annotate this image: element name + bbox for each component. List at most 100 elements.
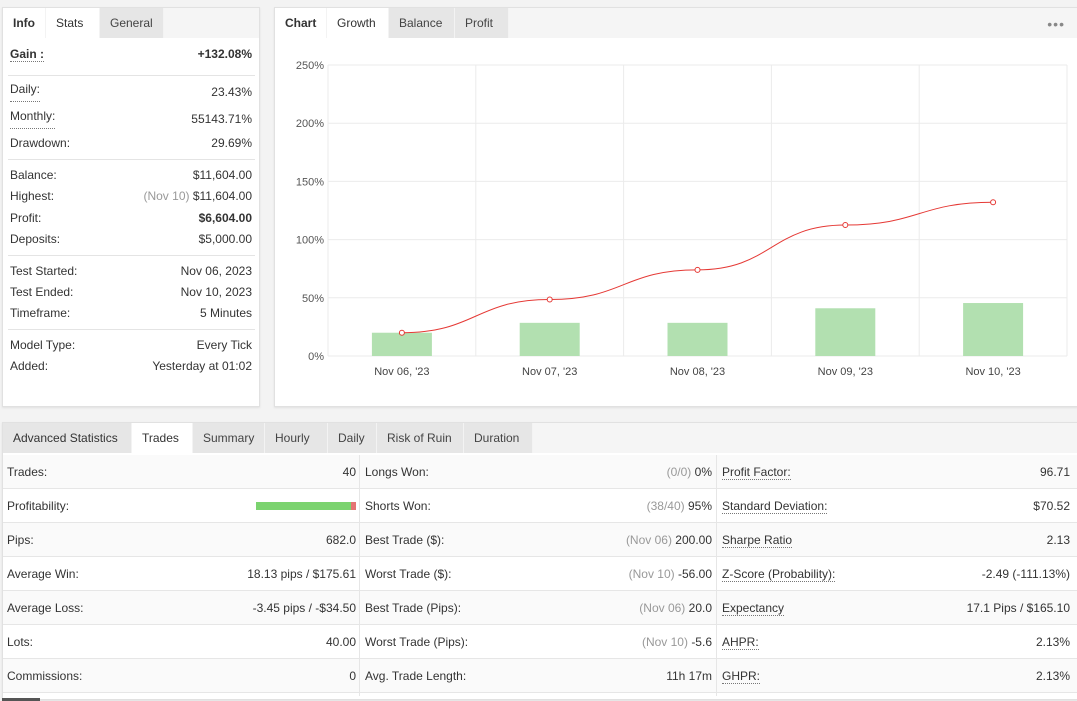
stat-cell: Standard Deviation: $70.52 xyxy=(722,489,1070,523)
stat-label: Profitability: xyxy=(7,499,70,513)
added-row: Added: Yesterday at 01:02 xyxy=(10,356,252,376)
stat-cell: Z-Score (Probability): -2.49 (-111.13%) xyxy=(722,557,1070,591)
row-divider xyxy=(3,692,1077,693)
daily-row: Daily: 23.43% xyxy=(10,82,252,102)
tab-stats[interactable]: Stats xyxy=(46,8,100,38)
stat-cell: Best Trade ($): (Nov 06) 200.00 xyxy=(365,523,712,557)
tab-risk-of-ruin[interactable]: Risk of Ruin xyxy=(377,423,464,453)
row-divider xyxy=(3,658,1077,659)
model-type-value: Every Tick xyxy=(196,338,252,352)
stat-value: 2.13% xyxy=(1035,669,1070,683)
stat-cell: Average Win: 18.13 pips / $175.61 xyxy=(7,557,356,591)
table-row: Commissions: 0 Avg. Trade Length: 11h 17m GH… xyxy=(3,659,1077,693)
stat-cell: Avg. Trade Length: 11h 17m xyxy=(365,659,712,693)
stat-value-group: -3.45 pips / -$34.50 xyxy=(253,591,356,625)
growth-bar xyxy=(371,332,432,356)
stat-label: Lots: xyxy=(7,635,34,649)
stat-note: (Nov 06) xyxy=(639,601,686,615)
test-ended-label: Test Ended: xyxy=(10,285,74,299)
tab-trades[interactable]: Trades xyxy=(132,423,193,453)
stat-label: Avg. Trade Length: xyxy=(365,669,467,683)
deposits-value: $5,000.00 xyxy=(198,232,252,246)
chart-panel: Chart Growth Balance Profit ••• 250% 200%… xyxy=(274,7,1077,407)
stat-cell: Best Trade (Pips): (Nov 06) 20.0 xyxy=(365,591,712,625)
stat-cell: AHPR: 2.13% xyxy=(722,625,1070,659)
tab-balance[interactable]: Balance xyxy=(389,8,455,38)
stat-label[interactable]: Expectancy xyxy=(722,600,785,616)
stat-value: 11h 17m xyxy=(666,669,712,683)
y-tick-label: 100% xyxy=(296,235,324,247)
stat-value-group: 2.13% xyxy=(1036,659,1070,693)
drawdown-row: Drawdown: 29.69% xyxy=(10,133,252,153)
column-divider xyxy=(716,455,717,696)
y-tick-label: 200% xyxy=(296,118,324,130)
daily-value: 23.43% xyxy=(211,85,252,99)
highest-row: Highest: (Nov 10) $11,604.00 xyxy=(10,186,252,206)
row-divider xyxy=(3,522,1077,523)
table-row: Trades: 40 Longs Won: (0/0) 0% Profit Factor… xyxy=(3,455,1077,489)
stat-cell: Sharpe Ratio 2.13 xyxy=(722,523,1070,557)
tab-growth[interactable]: Growth xyxy=(327,8,389,38)
stat-value-group: 2.13% xyxy=(1036,625,1070,659)
growth-chart: 250% 200% 150% 100% 50% 0% Nov 06, '23 Nov 07, … xyxy=(296,60,1068,378)
model-type-label: Model Type: xyxy=(10,338,76,352)
stat-value: $70.52 xyxy=(1033,499,1070,513)
stat-label[interactable]: Z-Score (Probability): xyxy=(722,566,836,582)
stat-label: Average Loss: xyxy=(7,601,84,615)
info-tabs: Info Stats General xyxy=(3,8,164,38)
x-tick-label: Nov 08, '23 xyxy=(670,366,725,378)
stat-label[interactable]: GHPR: xyxy=(722,668,761,684)
tab-daily[interactable]: Daily xyxy=(328,423,377,453)
table-row: Average Win: 18.13 pips / $175.61 Worst Tr… xyxy=(3,557,1077,591)
growth-bar xyxy=(667,322,728,356)
stat-label[interactable]: AHPR: xyxy=(722,634,759,650)
row-divider xyxy=(3,590,1077,591)
advanced-tabs: Advanced Statistics Trades Summary Hourl… xyxy=(3,423,533,453)
stat-note: (38/40) xyxy=(646,499,685,513)
stat-label[interactable]: Sharpe Ratio xyxy=(722,532,793,548)
test-started-label: Test Started: xyxy=(10,264,78,278)
gain-value: +132.08% xyxy=(197,47,252,61)
scroll-indicator[interactable] xyxy=(2,698,40,701)
stat-value: -5.6 xyxy=(691,635,712,649)
stat-cell: Pips: 682.0 xyxy=(7,523,356,557)
stat-label: Longs Won: xyxy=(365,465,429,479)
tab-summary[interactable]: Summary xyxy=(193,423,265,453)
tab-chart[interactable]: Chart xyxy=(275,8,327,38)
growth-point xyxy=(694,266,701,273)
more-dots-icon[interactable]: ••• xyxy=(1047,16,1065,32)
stat-value-group: 17.1 Pips / $165.10 xyxy=(967,591,1070,625)
stat-value: 20.0 xyxy=(688,601,712,615)
gain-label[interactable]: Gain : xyxy=(10,47,45,62)
stat-value-group: (Nov 10) -56.00 xyxy=(629,557,712,591)
daily-label[interactable]: Daily: xyxy=(10,82,41,102)
stat-value: 17.1 Pips / $165.10 xyxy=(966,601,1070,615)
monthly-label[interactable]: Monthly: xyxy=(10,109,56,129)
tab-info[interactable]: Info xyxy=(3,8,46,38)
tab-duration[interactable]: Duration xyxy=(464,423,533,453)
growth-point xyxy=(546,296,553,303)
tab-profit[interactable]: Profit xyxy=(455,8,509,38)
table-row: Pips: 682.0 Best Trade ($): (Nov 06) 200.00… xyxy=(3,523,1077,557)
stat-label[interactable]: Profit Factor: xyxy=(722,464,791,480)
row-divider xyxy=(3,556,1077,557)
drawdown-label: Drawdown: xyxy=(10,136,71,150)
tab-hourly[interactable]: Hourly xyxy=(265,423,328,453)
stat-note: (Nov 06) xyxy=(625,533,672,547)
tab-general[interactable]: General xyxy=(100,8,164,38)
test-ended-row: Test Ended: Nov 10, 2023 xyxy=(10,282,252,302)
stat-label[interactable]: Standard Deviation: xyxy=(722,498,828,514)
x-tick-label: Nov 06, '23 xyxy=(374,366,429,378)
divider xyxy=(8,75,255,76)
stat-note: (0/0) xyxy=(666,465,692,479)
stat-value: 40.00 xyxy=(325,635,356,649)
highest-date: (Nov 10) xyxy=(143,189,190,203)
profitability-loss-segment xyxy=(351,502,356,510)
stat-note: (Nov 10) xyxy=(628,567,675,581)
stat-value: -56.00 xyxy=(677,567,712,581)
stat-value-group: 18.13 pips / $175.61 xyxy=(247,557,356,591)
added-value: Yesterday at 01:02 xyxy=(152,359,252,373)
growth-point xyxy=(398,329,405,336)
stat-value: -2.49 (-111.13%) xyxy=(981,567,1070,581)
stat-label: Best Trade ($): xyxy=(365,533,445,547)
